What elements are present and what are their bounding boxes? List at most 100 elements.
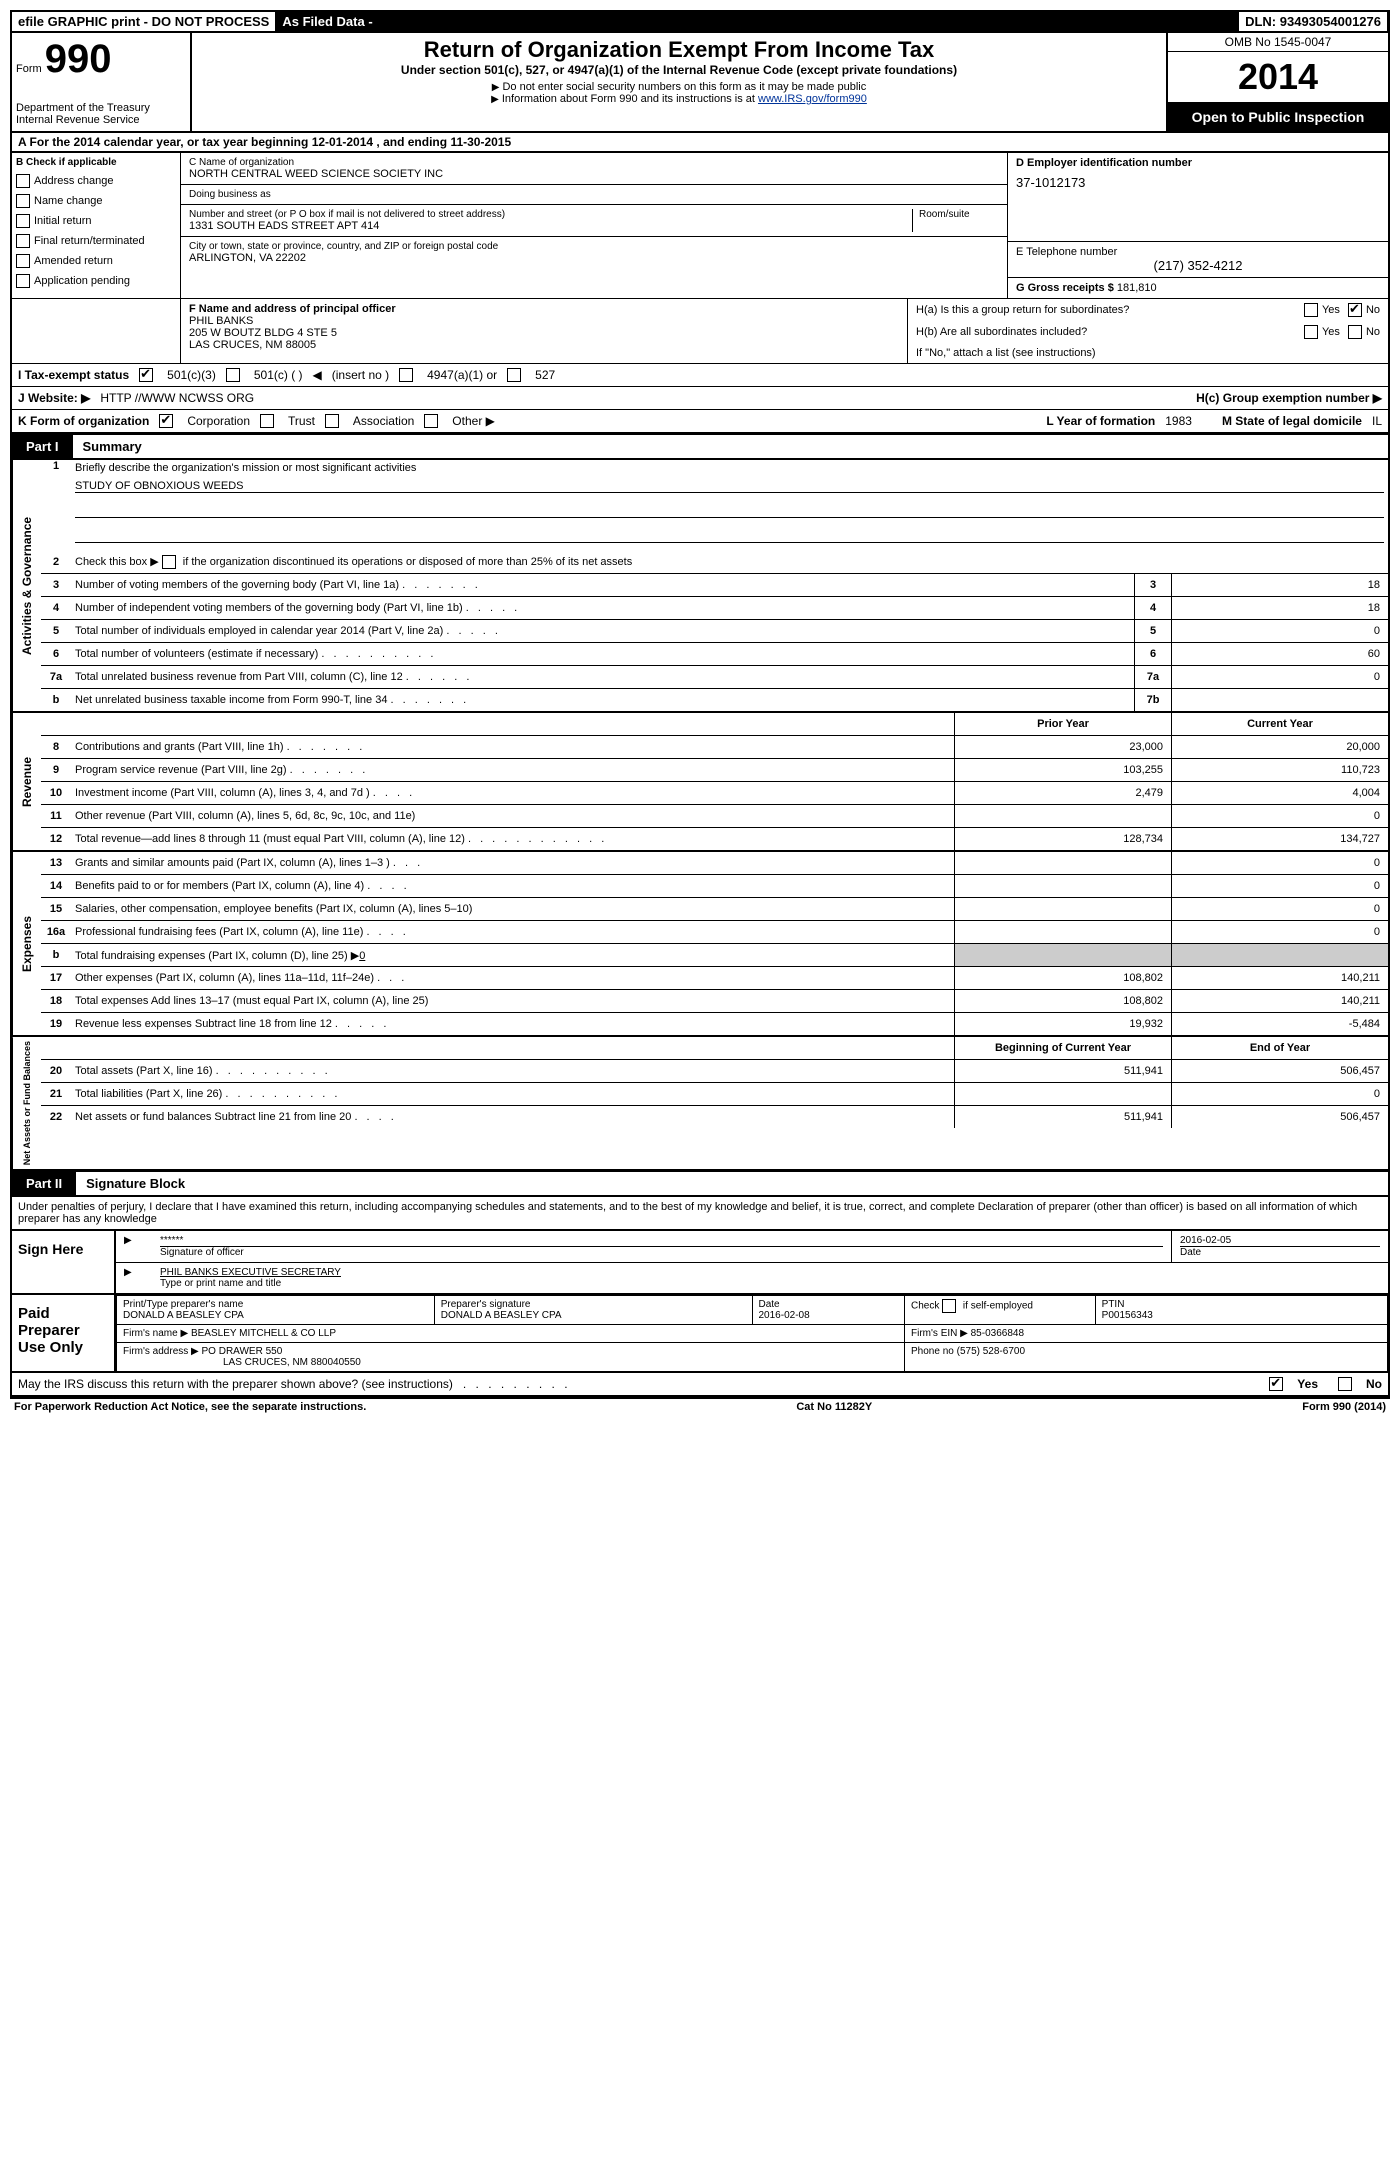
section-a: A For the 2014 calendar year, or tax yea… xyxy=(10,133,1390,153)
paid-preparer: Paid Preparer Use Only Print/Type prepar… xyxy=(10,1295,1390,1373)
eoy-header: End of Year xyxy=(1171,1037,1388,1059)
org-city: ARLINGTON, VA 22202 xyxy=(189,252,999,264)
footer: For Paperwork Reduction Act Notice, see … xyxy=(10,1397,1390,1415)
ein: 37-1012173 xyxy=(1016,175,1380,190)
preparer-date: 2016-02-08 xyxy=(759,1310,899,1321)
officer-group-row: F Name and address of principal officer … xyxy=(10,299,1390,364)
hb-label: H(b) Are all subordinates included? xyxy=(916,326,1304,338)
top-bar: efile GRAPHIC print - DO NOT PROCESS As … xyxy=(10,10,1390,33)
form-subtitle: Under section 501(c), 527, or 4947(a)(1)… xyxy=(202,63,1156,77)
efile-label: efile GRAPHIC print - DO NOT PROCESS xyxy=(12,12,276,31)
part2-header: Part II Signature Block xyxy=(10,1171,1390,1197)
ha-no[interactable] xyxy=(1348,303,1362,317)
officer-name: PHIL BANKS xyxy=(189,315,899,327)
j-label: J Website: ▶ xyxy=(18,391,90,405)
tax-exempt-row: I Tax-exempt status 501(c)(3) 501(c) ( )… xyxy=(10,364,1390,387)
chk-4947[interactable] xyxy=(399,368,413,382)
chk-other[interactable] xyxy=(424,414,438,428)
form-label: Form xyxy=(16,63,42,75)
chk-trust[interactable] xyxy=(260,414,274,428)
prior-year-header: Prior Year xyxy=(954,713,1171,735)
b-label: B Check if applicable xyxy=(16,157,176,168)
firm-city: LAS CRUCES, NM 880040550 xyxy=(223,1357,361,1368)
chk-initial[interactable] xyxy=(16,214,30,228)
chk-corp[interactable] xyxy=(159,414,173,428)
chk-address[interactable] xyxy=(16,174,30,188)
state-domicile: IL xyxy=(1372,414,1382,428)
officer-addr2: LAS CRUCES, NM 88005 xyxy=(189,339,899,351)
e-label: E Telephone number xyxy=(1016,246,1380,258)
form-org-row: K Form of organization Corporation Trust… xyxy=(10,410,1390,434)
main-info: B Check if applicable Address change Nam… xyxy=(10,153,1390,299)
line6-val: 60 xyxy=(1172,643,1388,665)
org-street: 1331 SOUTH EADS STREET APT 414 xyxy=(189,220,912,232)
revenue-section: Revenue Prior YearCurrent Year 8Contribu… xyxy=(10,713,1390,852)
perjury-text: Under penalties of perjury, I declare th… xyxy=(10,1197,1390,1231)
hb-no[interactable] xyxy=(1348,325,1362,339)
part2-tab: Part II xyxy=(12,1172,76,1195)
chk-amended[interactable] xyxy=(16,254,30,268)
preparer-name: DONALD A BEASLEY CPA xyxy=(123,1310,428,1321)
part1-tab: Part I xyxy=(12,435,73,458)
form-number: 990 xyxy=(45,37,112,81)
ha-label: H(a) Is this a group return for subordin… xyxy=(916,304,1304,316)
side-governance: Activities & Governance xyxy=(12,460,41,711)
chk-discontinued[interactable] xyxy=(162,555,176,569)
firm-addr: PO DRAWER 550 xyxy=(202,1346,283,1357)
chk-527[interactable] xyxy=(507,368,521,382)
i-label: I Tax-exempt status xyxy=(18,368,129,382)
side-netassets: Net Assets or Fund Balances xyxy=(12,1037,41,1169)
tax-year: 2014 xyxy=(1168,52,1388,103)
year-formation: 1983 xyxy=(1165,414,1192,428)
k-label: K Form of organization xyxy=(18,414,149,428)
street-label: Number and street (or P O box if mail is… xyxy=(189,209,912,220)
firm-ein: 85-0366848 xyxy=(971,1328,1024,1339)
room-label: Room/suite xyxy=(919,209,999,220)
irs-link[interactable]: www.IRS.gov/form990 xyxy=(758,93,867,105)
chk-self-employed[interactable] xyxy=(942,1299,956,1313)
org-name: NORTH CENTRAL WEED SCIENCE SOCIETY INC xyxy=(189,168,999,180)
asfiled-label: As Filed Data - xyxy=(276,12,379,31)
firm-name: BEASLEY MITCHELL & CO LLP xyxy=(191,1328,336,1339)
gross-receipts: 181,810 xyxy=(1117,282,1157,294)
officer-addr1: 205 W BOUTZ BLDG 4 STE 5 xyxy=(189,327,899,339)
discuss-no[interactable] xyxy=(1338,1377,1352,1391)
form-header: Form 990 Department of the Treasury Inte… xyxy=(10,33,1390,133)
preparer-label: Paid Preparer Use Only xyxy=(12,1295,116,1371)
chk-501c3[interactable] xyxy=(139,368,153,382)
sign-here-label: Sign Here xyxy=(12,1231,116,1293)
open-public: Open to Public Inspection xyxy=(1168,103,1388,131)
c-label: C Name of organization xyxy=(189,157,999,168)
part2-title: Signature Block xyxy=(76,1172,195,1195)
chk-final[interactable] xyxy=(16,234,30,248)
hb-yes[interactable] xyxy=(1304,325,1318,339)
hc-label: H(c) Group exemption number ▶ xyxy=(1196,391,1382,405)
d-label: D Employer identification number xyxy=(1016,157,1380,169)
firm-phone: (575) 528-6700 xyxy=(957,1346,1025,1357)
line7b-val xyxy=(1172,689,1388,711)
dba-label: Doing business as xyxy=(189,189,999,200)
omb-no: OMB No 1545-0047 xyxy=(1168,33,1388,52)
governance-section: Activities & Governance 1 Briefly descri… xyxy=(10,460,1390,713)
line7a-val: 0 xyxy=(1172,666,1388,688)
g-label: G Gross receipts $ xyxy=(1016,282,1114,294)
chk-pending[interactable] xyxy=(16,274,30,288)
boy-header: Beginning of Current Year xyxy=(954,1037,1171,1059)
form-title: Return of Organization Exempt From Incom… xyxy=(202,37,1156,63)
side-expenses: Expenses xyxy=(12,852,41,1035)
footer-right: Form 990 (2014) xyxy=(1302,1401,1386,1413)
l-label: L Year of formation xyxy=(1046,414,1155,428)
f-label: F Name and address of principal officer xyxy=(189,303,899,315)
expenses-section: Expenses 13Grants and similar amounts pa… xyxy=(10,852,1390,1037)
part1-title: Summary xyxy=(73,435,152,458)
discuss-yes[interactable] xyxy=(1269,1377,1283,1391)
chk-501c[interactable] xyxy=(226,368,240,382)
chk-assoc[interactable] xyxy=(325,414,339,428)
side-revenue: Revenue xyxy=(12,713,41,850)
preparer-signature: DONALD A BEASLEY CPA xyxy=(441,1310,746,1321)
chk-name[interactable] xyxy=(16,194,30,208)
officer-signature: ****** xyxy=(160,1235,1163,1246)
ha-yes[interactable] xyxy=(1304,303,1318,317)
irs-label: Internal Revenue Service xyxy=(16,114,186,126)
officer-name-printed: PHIL BANKS EXECUTIVE SECRETARY xyxy=(160,1267,1380,1278)
